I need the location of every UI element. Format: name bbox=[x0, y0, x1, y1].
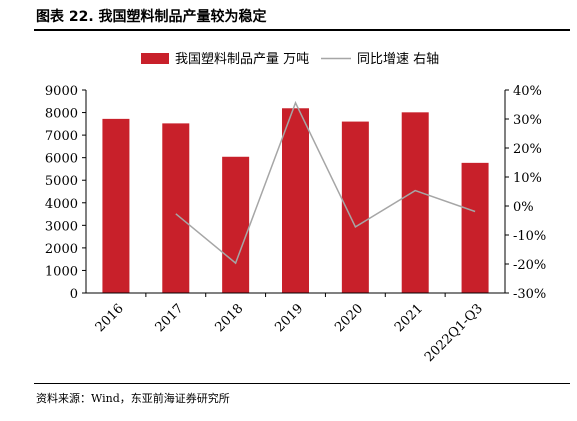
y2-tick-label: 10% bbox=[513, 171, 542, 186]
bar-2016 bbox=[102, 118, 130, 293]
y-tick-label: 6000 bbox=[45, 152, 78, 167]
y-tick-label: 7000 bbox=[45, 129, 78, 144]
y-tick-label: 5000 bbox=[45, 174, 78, 189]
x-tick-label: 2020 bbox=[332, 301, 366, 335]
y-tick-label: 8000 bbox=[45, 107, 78, 122]
y-axis-ticks: 0 1000 2000 3000 4000 5000 6000 7000 8000 9000 bbox=[45, 84, 86, 302]
y2-tick-label: 40% bbox=[513, 84, 542, 99]
x-tick-label: 2022Q1-Q3 bbox=[422, 301, 486, 365]
legend: 我国塑料制品产量 万吨 同比增速 右轴 bbox=[141, 52, 439, 67]
axes bbox=[85, 90, 506, 294]
legend-bar-swatch bbox=[141, 53, 169, 64]
x-tick-label: 2016 bbox=[93, 301, 127, 335]
figure-title: 图表 22. 我国塑料制品产量较为稳定 bbox=[36, 9, 267, 25]
y-tick-label: 0 bbox=[70, 287, 78, 302]
x-tick-label: 2019 bbox=[272, 301, 306, 335]
y-tick-label: 9000 bbox=[45, 84, 78, 99]
y2-tick-label: -30% bbox=[513, 287, 546, 302]
legend-bar-label: 我国塑料制品产量 万吨 bbox=[175, 52, 309, 67]
bar-2021 bbox=[401, 112, 429, 293]
y2-axis-ticks: -30% -20% -10% 0% 10% 20% 30% 40% bbox=[505, 84, 546, 302]
bars bbox=[102, 108, 489, 294]
legend-line-label: 同比增速 右轴 bbox=[357, 52, 439, 67]
y2-tick-label: -10% bbox=[513, 229, 546, 244]
x-tick-label: 2018 bbox=[212, 301, 246, 335]
y-tick-label: 4000 bbox=[45, 197, 78, 212]
source-rule bbox=[34, 383, 570, 384]
growth-line bbox=[175, 100, 476, 265]
x-tick-label: 2021 bbox=[392, 301, 426, 335]
y2-tick-label: 0% bbox=[513, 200, 534, 215]
x-tick-label: 2017 bbox=[153, 301, 187, 335]
y-tick-label: 1000 bbox=[45, 264, 78, 279]
y-tick-label: 3000 bbox=[45, 219, 78, 234]
bar-2017 bbox=[162, 123, 190, 293]
y2-tick-label: -20% bbox=[513, 258, 546, 273]
bar-2022Q1-Q3 bbox=[461, 162, 489, 293]
y2-tick-label: 30% bbox=[513, 113, 542, 128]
title-rule bbox=[34, 29, 570, 31]
y2-tick-label: 20% bbox=[513, 142, 542, 157]
bar-2019 bbox=[282, 108, 309, 294]
y-tick-label: 2000 bbox=[45, 242, 78, 257]
source-note: 资料来源：Wind，东亚前海证券研究所 bbox=[36, 392, 230, 405]
bar-2018 bbox=[222, 156, 250, 293]
